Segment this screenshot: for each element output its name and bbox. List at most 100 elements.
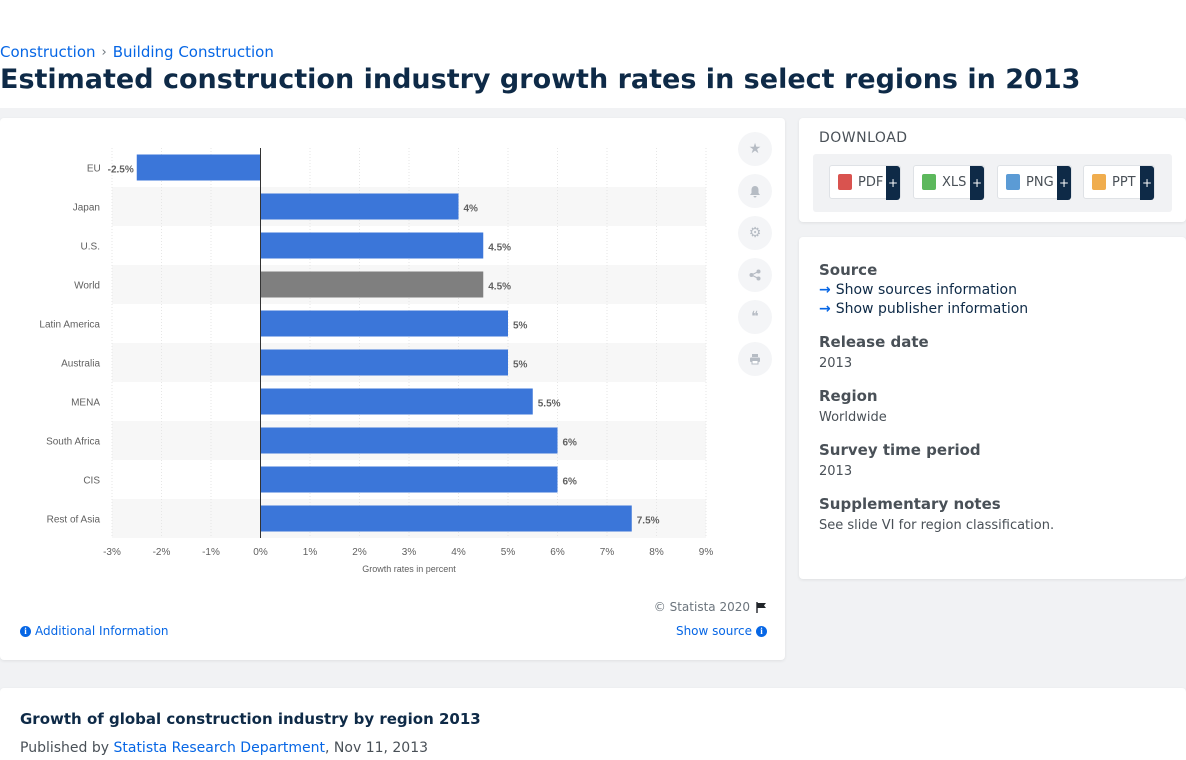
survey-period-label: Survey time period: [819, 441, 981, 459]
category-label: Australia: [61, 359, 100, 370]
published-by-prefix: Published by: [20, 740, 110, 756]
arrow-right-icon: →: [819, 301, 831, 317]
x-tick-label: -1%: [202, 547, 220, 558]
category-label: World: [74, 281, 100, 292]
region-label: Region: [819, 387, 878, 405]
show-publisher-link[interactable]: → Show publisher information: [819, 301, 1169, 317]
breadcrumb-separator: ›: [101, 44, 107, 60]
plus-icon: +: [970, 166, 984, 200]
x-tick-label: 1%: [303, 547, 318, 558]
bar: [136, 154, 261, 181]
flag-icon[interactable]: [756, 601, 767, 613]
info-icon: i: [20, 625, 31, 637]
show-publisher-label: Show publisher information: [835, 301, 1029, 317]
data-label: 5.5%: [538, 399, 561, 410]
category-label: Japan: [73, 203, 100, 214]
x-tick-label: 0%: [253, 547, 268, 558]
plus-icon: +: [1057, 166, 1071, 200]
star-icon[interactable]: ★: [738, 132, 772, 166]
data-label: 6%: [563, 438, 578, 449]
category-label: MENA: [71, 398, 100, 409]
x-tick-label: 2%: [352, 547, 367, 558]
published-date: , Nov 11, 2013: [325, 740, 429, 756]
bar: [260, 427, 558, 454]
data-label: 6%: [563, 477, 578, 488]
gear-icon[interactable]: ⚙: [738, 216, 772, 250]
data-label: 5%: [513, 321, 528, 332]
show-sources-label: Show sources information: [835, 282, 1017, 298]
bar: [260, 388, 533, 415]
bar: [260, 193, 459, 220]
show-source-link[interactable]: Show source i: [676, 624, 767, 638]
x-tick-label: 7%: [600, 547, 615, 558]
download-png-label: PNG: [1026, 174, 1054, 190]
bar-chart: EU -2.5% Japan 4% U.S. 4.5% World 4.5% Latin Ame…: [39, 148, 714, 574]
download-title: DOWNLOAD: [819, 130, 908, 146]
breadcrumb: Construction › Building Construction: [0, 43, 274, 61]
download-pdf-button[interactable]: PDF +: [829, 165, 901, 200]
x-tick-label: 5%: [501, 547, 516, 558]
download-png-button[interactable]: PNG +: [997, 165, 1072, 200]
supplementary-notes-label: Supplementary notes: [819, 495, 1001, 513]
quote-icon[interactable]: ❝: [738, 300, 772, 334]
data-label: -2.5%: [108, 165, 134, 176]
bell-icon[interactable]: [738, 174, 772, 208]
header-area: [0, 0, 1186, 108]
download-xls-label: XLS: [942, 174, 967, 190]
category-label: EU: [87, 164, 101, 175]
print-icon[interactable]: [738, 342, 772, 376]
plus-icon: +: [1140, 166, 1154, 200]
breadcrumb-item-building-construction[interactable]: Building Construction: [112, 43, 274, 61]
download-xls-button[interactable]: XLS +: [913, 165, 985, 200]
xls-file-icon: [922, 174, 936, 190]
copyright-text: © Statista 2020: [653, 600, 750, 614]
x-tick-label: -3%: [103, 547, 121, 558]
release-date-value: 2013: [819, 356, 853, 371]
bar: [260, 232, 484, 259]
additional-information-label: Additional Information: [35, 624, 169, 638]
png-file-icon: [1006, 174, 1020, 190]
download-ppt-label: PPT: [1112, 174, 1136, 190]
chart-card: EU -2.5% Japan 4% U.S. 4.5% World 4.5% Latin Ame…: [0, 118, 785, 660]
copyright: © Statista 2020: [654, 600, 767, 614]
bar: [260, 271, 484, 298]
breadcrumb-item-construction[interactable]: Construction: [0, 43, 96, 61]
download-pdf-label: PDF: [858, 174, 884, 190]
publisher-link[interactable]: Statista Research Department: [113, 740, 326, 756]
data-label: 4.5%: [488, 282, 511, 293]
page-title: Estimated construction industry growth r…: [0, 64, 1081, 95]
download-card: DOWNLOAD PDF + XLS + PNG + PPT +: [799, 118, 1186, 222]
share-icon[interactable]: [738, 258, 772, 292]
release-date-label: Release date: [819, 333, 929, 351]
data-label: 7.5%: [637, 516, 660, 527]
bar: [260, 310, 508, 337]
additional-information-link[interactable]: i Additional Information: [20, 624, 169, 638]
x-tick-label: 3%: [402, 547, 417, 558]
data-label: 5%: [513, 360, 528, 371]
info-icon: i: [756, 625, 767, 637]
download-ppt-button[interactable]: PPT +: [1083, 165, 1155, 200]
show-source-label: Show source: [675, 624, 752, 638]
related-statistic-title[interactable]: Growth of global construction industry b…: [20, 710, 481, 728]
data-label: 4%: [464, 204, 479, 215]
download-buttons: PDF + XLS + PNG + PPT +: [813, 154, 1172, 212]
category-label: South Africa: [46, 437, 100, 448]
related-statistic-card: Growth of global construction industry b…: [0, 688, 1186, 760]
x-tick-label: 9%: [699, 547, 714, 558]
ppt-file-icon: [1092, 174, 1106, 190]
x-tick-label: 4%: [451, 547, 466, 558]
category-label: Rest of Asia: [47, 515, 101, 526]
x-tick-label: 8%: [649, 547, 664, 558]
supplementary-notes-value: See slide VI for region classification.: [819, 518, 1055, 533]
data-label: 4.5%: [488, 243, 511, 254]
pdf-file-icon: [838, 174, 852, 190]
arrow-right-icon: →: [819, 282, 831, 298]
show-sources-link[interactable]: → Show sources information: [819, 282, 1169, 298]
x-tick-label: 6%: [550, 547, 565, 558]
category-label: U.S.: [81, 242, 100, 253]
x-axis-title: Growth rates in percent: [362, 564, 456, 574]
chart-toolbar: ★ ⚙ ❝: [738, 132, 772, 384]
source-label: Source: [819, 261, 878, 279]
x-tick-label: -2%: [153, 547, 171, 558]
statistic-info-card: Source → Show sources information → Show…: [799, 237, 1186, 579]
